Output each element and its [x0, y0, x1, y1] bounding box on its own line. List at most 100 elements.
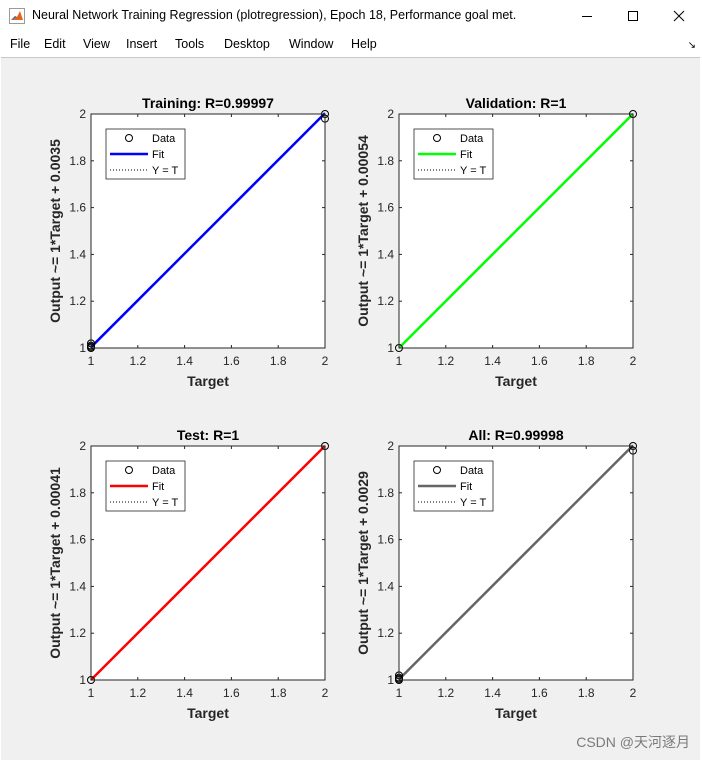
- menu-file[interactable]: File: [10, 37, 31, 51]
- legend-label-fit: Fit: [152, 481, 164, 493]
- legend-data-marker: [433, 466, 441, 474]
- fit-line: [90, 112, 326, 349]
- x-tick-label: 2: [322, 354, 329, 368]
- legend-label-identity: Y = T: [152, 165, 178, 177]
- x-tick-label: 1.8: [578, 686, 595, 700]
- plot-title: Validation: R=1: [466, 95, 567, 111]
- close-icon: [673, 10, 685, 22]
- axes-frame: [398, 113, 634, 349]
- dock-arrow-icon[interactable]: ↘: [687, 40, 696, 51]
- legend-label-data: Data: [152, 133, 176, 145]
- x-tick-label: 1.4: [484, 686, 501, 700]
- axes-frame: [398, 445, 634, 681]
- plot-title: Test: R=1: [177, 427, 240, 443]
- plot-title: All: R=0.99998: [468, 427, 564, 443]
- plot-title: Training: R=0.99997: [142, 95, 274, 111]
- menu-desktop[interactable]: Desktop: [224, 37, 270, 51]
- y-tick-label: 1.4: [69, 247, 86, 261]
- y-tick-label: 1: [79, 341, 86, 355]
- legend-label-fit: Fit: [460, 481, 472, 493]
- axes-frame: [90, 445, 326, 681]
- minimize-button[interactable]: [564, 0, 610, 32]
- x-tick-label: 1: [396, 354, 403, 368]
- y-axis-label: Output ~= 1*Target + 0.00041: [47, 467, 63, 659]
- legend-data-marker: [125, 134, 133, 142]
- legend-label-identity: Y = T: [460, 497, 486, 509]
- legend: Data Fit Y = T: [105, 128, 186, 180]
- y-tick-label: 1.4: [377, 579, 394, 593]
- y-tick-label: 1.6: [69, 201, 86, 215]
- legend-data-marker: [433, 134, 441, 142]
- y-tick-label: 1.2: [377, 294, 394, 308]
- matlab-logo-icon: [9, 8, 25, 24]
- y-tick-label: 2: [79, 107, 86, 121]
- menu-window[interactable]: Window: [289, 37, 334, 51]
- x-tick-label: 1: [396, 686, 403, 700]
- legend: Data Fit Y = T: [413, 128, 494, 180]
- minimize-icon: [582, 16, 592, 17]
- x-tick-label: 1.2: [129, 354, 146, 368]
- title-bar: Neural Network Training Regression (plot…: [0, 0, 702, 32]
- menu-insert[interactable]: Insert: [126, 37, 158, 51]
- y-tick-label: 1: [79, 673, 86, 687]
- y-tick-label: 2: [79, 439, 86, 453]
- close-button[interactable]: [656, 0, 702, 32]
- x-axis-label: Target: [187, 705, 229, 721]
- y-tick-label: 1.8: [69, 154, 86, 168]
- x-tick-label: 1.6: [223, 354, 240, 368]
- legend-data-marker: [125, 466, 133, 474]
- regression-plot-1: 1 1.2 1.4 1.6 1.8 2 1 1.2 1.4 1.6 1.8 2 Training: R=…: [47, 95, 329, 389]
- legend-label-data: Data: [460, 465, 484, 477]
- legend-label-identity: Y = T: [460, 165, 486, 177]
- y-tick-label: 1: [387, 673, 394, 687]
- x-tick-label: 1.2: [437, 686, 454, 700]
- x-tick-label: 1.2: [129, 686, 146, 700]
- menu-bar: File Edit View Insert Tools Desktop Wind…: [0, 32, 702, 56]
- y-tick-label: 1.2: [69, 626, 86, 640]
- y-tick-label: 1: [387, 341, 394, 355]
- menu-help[interactable]: Help: [351, 37, 377, 51]
- y-tick-label: 1.4: [69, 579, 86, 593]
- y-tick-label: 1.6: [377, 533, 394, 547]
- x-tick-label: 1.4: [484, 354, 501, 368]
- x-tick-label: 1.6: [531, 686, 548, 700]
- y-axis-label: Output ~= 1*Target + 0.0035: [47, 139, 63, 323]
- y-axis-label: Output ~= 1*Target + 0.0029: [355, 471, 371, 655]
- x-tick-label: 1.8: [270, 354, 287, 368]
- x-axis-label: Target: [495, 373, 537, 389]
- maximize-button[interactable]: [610, 0, 656, 32]
- watermark: CSDN @天河逐月: [576, 734, 690, 750]
- x-tick-label: 1.4: [176, 686, 193, 700]
- menu-edit[interactable]: Edit: [44, 37, 66, 51]
- y-tick-label: 2: [387, 107, 394, 121]
- fit-line: [398, 112, 634, 349]
- y-tick-label: 1.8: [377, 154, 394, 168]
- y-tick-label: 1.8: [377, 486, 394, 500]
- regression-plot-4: 1 1.2 1.4 1.6 1.8 2 1 1.2 1.4 1.6 1.8 2 All: R=0.999…: [355, 427, 637, 721]
- x-tick-label: 1.8: [270, 686, 287, 700]
- x-tick-label: 1.2: [437, 354, 454, 368]
- y-axis-label: Output ~= 1*Target + 0.00054: [355, 135, 371, 327]
- menu-tools[interactable]: Tools: [175, 37, 205, 51]
- x-tick-label: 2: [630, 686, 637, 700]
- x-tick-label: 1.6: [223, 686, 240, 700]
- x-tick-label: 2: [630, 354, 637, 368]
- menu-view[interactable]: View: [83, 37, 110, 51]
- x-tick-label: 1.4: [176, 354, 193, 368]
- x-axis-label: Target: [495, 705, 537, 721]
- x-tick-label: 1.6: [531, 354, 548, 368]
- y-tick-label: 1.4: [377, 247, 394, 261]
- regression-plot-3: 1 1.2 1.4 1.6 1.8 2 1 1.2 1.4 1.6 1.8 2 Test: R=1 Tar…: [47, 427, 329, 721]
- regression-plots: 1 1.2 1.4 1.6 1.8 2 1 1.2 1.4 1.6 1.8 2 Training: R=…: [47, 95, 637, 721]
- legend-label-fit: Fit: [152, 149, 164, 161]
- fit-line: [398, 444, 634, 681]
- maximize-icon: [628, 11, 638, 21]
- y-tick-label: 1.8: [69, 486, 86, 500]
- x-tick-label: 2: [322, 686, 329, 700]
- x-tick-label: 1: [88, 354, 95, 368]
- legend: Data Fit Y = T: [105, 460, 186, 512]
- y-tick-label: 2: [387, 439, 394, 453]
- x-tick-label: 1: [88, 686, 95, 700]
- legend-label-data: Data: [460, 133, 484, 145]
- y-tick-label: 1.2: [69, 294, 86, 308]
